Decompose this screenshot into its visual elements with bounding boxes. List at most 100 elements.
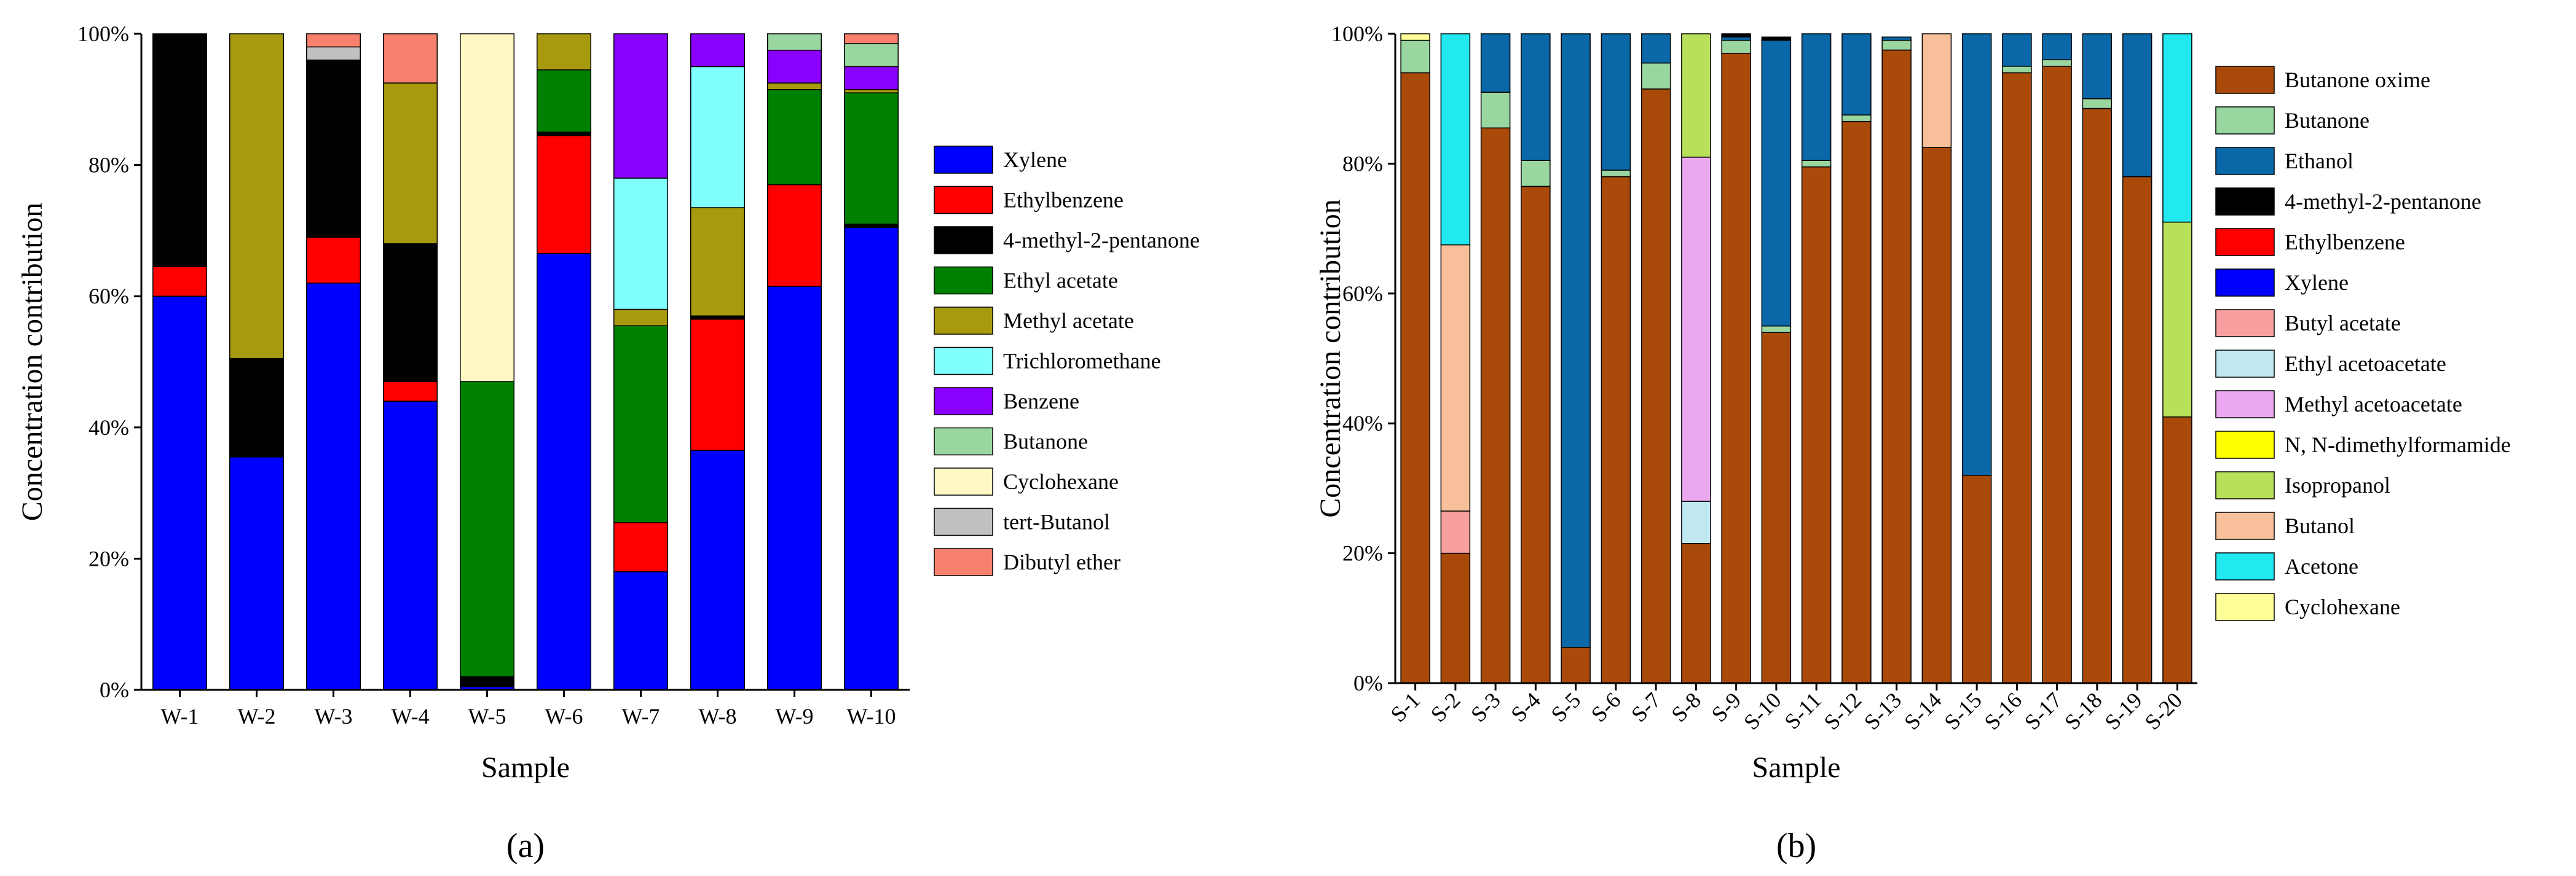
legend-label-ethyl-acetoacetate: Ethyl acetoacetate [2285, 351, 2446, 376]
bar-s-2-butanone-oxime [1440, 552, 1471, 684]
bar-s-17-butanone [2042, 59, 2072, 67]
bar-s-9-butanone-oxime [1721, 52, 1751, 684]
legend-label-isopropanol: Isopropanol [2285, 473, 2390, 498]
y-tick-label: 20% [1342, 541, 1383, 566]
legend-swatch-ethyl-acetoacetate [2215, 350, 2275, 378]
x-tick-label: S-5 [1546, 687, 1586, 727]
bar-s-10-butanone-oxime [1761, 332, 1792, 684]
x-tick-label: S-1 [1386, 687, 1425, 727]
legend-swatch-butanone [934, 427, 993, 456]
x-tick-label: S-12 [1819, 687, 1866, 734]
legend-swatch-ethylbenzene [934, 186, 993, 214]
legend-label-cyclohexane: Cyclohexane [1003, 469, 1119, 494]
bar-s-4-ethanol [1521, 33, 1551, 161]
bar-s-3-butanone-oxime [1480, 127, 1511, 684]
bar-w-1-xylene [152, 295, 207, 690]
y-tick-label: 100% [77, 22, 129, 46]
legend-swatch-ethanol [2215, 147, 2275, 175]
x-tick-label: S-15 [1939, 687, 1986, 734]
legend-label-butanol: Butanol [2285, 514, 2355, 538]
bar-w-6-xylene [537, 253, 591, 690]
bars [152, 33, 899, 690]
bar-s-7-butanone [1641, 62, 1671, 90]
bar-s-11-butanone [1801, 160, 1832, 168]
bar-w-4-xylene [383, 401, 438, 690]
bar-s-13-butanone-oxime [1881, 49, 1912, 684]
bar-w-10-xylene [844, 227, 899, 690]
bar-w-1-4-methyl-2-pentanone [152, 33, 207, 267]
bar-s-9-4-methyl-2-pentanone [1721, 33, 1751, 38]
x-tick-label: S-6 [1586, 687, 1626, 727]
bar-s-18-ethanol [2082, 33, 2113, 100]
bar-w-3-ethylbenzene [306, 237, 361, 284]
bar-w-7-trichloromethane [613, 178, 668, 310]
legend-swatch-tert-butanol [934, 507, 993, 536]
bar-w-8-ethylbenzene [690, 318, 745, 451]
bar-s-9-ethanol [1721, 36, 1751, 41]
bar-s-10-4-methyl-2-pentanone [1761, 36, 1792, 41]
bar-w-6-4-methyl-2-pentanone [537, 131, 591, 136]
x-tick-label: S-17 [2020, 687, 2066, 734]
legend-label-butanone: Butanone [1003, 429, 1088, 454]
panel-label: (b) [1776, 827, 1816, 865]
legend-label-n-n-dimethylformamide: N, N-dimethylformamide [2285, 432, 2511, 457]
legend-swatch-n-n-dimethylformamide [2215, 431, 2275, 459]
bar-w-10-benzene [844, 66, 899, 90]
bar-w-9-butanone [767, 33, 822, 51]
legend-label-butyl-acetate: Butyl acetate [2285, 311, 2401, 335]
panel-b: 0%20%40%60%80%100%S-1 S-2 S-3 S-4 S-5 S-6 S-7 S… [1314, 22, 2511, 865]
y-tick-label: 60% [1342, 281, 1383, 306]
bar-w-3-dibutyl-ether [306, 33, 361, 48]
y-tick-label: 0% [100, 678, 129, 702]
bar-w-10-ethyl-acetate [844, 92, 899, 225]
legend-swatch-butyl-acetate [2215, 309, 2275, 337]
legend-swatch-butanone-oxime [2215, 66, 2275, 94]
legend-label-cyclohexane: Cyclohexane [2285, 595, 2400, 619]
legend-label-xylene: Xylene [2285, 270, 2349, 295]
legend-label-ethylbenzene: Ethylbenzene [1003, 188, 1124, 213]
legend-swatch-xylene [934, 146, 993, 174]
legend: Butanone oxime Butanone Ethanol 4-methyl-2-… [2215, 66, 2511, 621]
x-tick-label: S-19 [2100, 687, 2146, 734]
legend-swatch-methyl-acetate [934, 307, 993, 335]
legend-swatch-acetone [2215, 552, 2275, 581]
bar-w-3-tert-butanol [306, 46, 361, 61]
legend-swatch-benzene [934, 387, 993, 415]
legend-swatch-4-methyl-2-pentanone [2215, 187, 2275, 216]
bar-w-3-xylene [306, 283, 361, 690]
bar-w-1-ethylbenzene [152, 266, 207, 297]
y-tick-label: 40% [1342, 411, 1383, 436]
bar-s-17-butanone-oxime [2042, 66, 2072, 684]
bar-s-8-methyl-acetoacetate [1681, 157, 1711, 502]
x-tick-label: W-5 [468, 704, 506, 729]
x-tick-label: S-13 [1859, 687, 1906, 734]
bar-w-10-butanone [844, 43, 899, 68]
bar-w-6-ethylbenzene [537, 135, 591, 254]
bar-w-7-ethylbenzene [613, 522, 668, 573]
x-tick-label: W-2 [238, 704, 276, 729]
x-tick-label: S-18 [2060, 687, 2106, 734]
bar-s-1-butanone-oxime [1400, 72, 1430, 684]
y-tick-label: 80% [89, 153, 129, 178]
x-axis-title: Sample [481, 751, 570, 784]
bar-s-20-isopropanol [2162, 221, 2192, 418]
bar-w-2-4-methyl-2-pentanone [229, 358, 284, 458]
x-tick-label: W-8 [699, 704, 737, 729]
bar-s-16-butanone-oxime [2002, 72, 2032, 684]
bar-s-18-butanone-oxime [2082, 108, 2113, 684]
x-tick-label: W-7 [622, 704, 660, 729]
legend-swatch-xylene [2215, 268, 2275, 297]
bar-w-10-methyl-acetate [844, 89, 899, 93]
x-tick-label: S-8 [1666, 687, 1706, 727]
bar-s-14-butanone-oxime [1921, 147, 1952, 684]
bar-s-15-butanone-oxime [1961, 475, 1992, 684]
bar-w-9-benzene [767, 49, 822, 84]
bar-s-11-ethanol [1801, 33, 1832, 161]
legend-swatch-ethyl-acetate [934, 266, 993, 295]
bar-s-1-cyclohexane [1400, 33, 1430, 41]
x-tick-label: S-3 [1466, 687, 1505, 727]
bar-w-5-4-methyl-2-pentanone [460, 676, 514, 687]
legend-swatch-dibutyl-ether [934, 548, 993, 576]
x-tick-label: S-7 [1626, 687, 1666, 727]
legend-swatch-cyclohexane [934, 467, 993, 496]
